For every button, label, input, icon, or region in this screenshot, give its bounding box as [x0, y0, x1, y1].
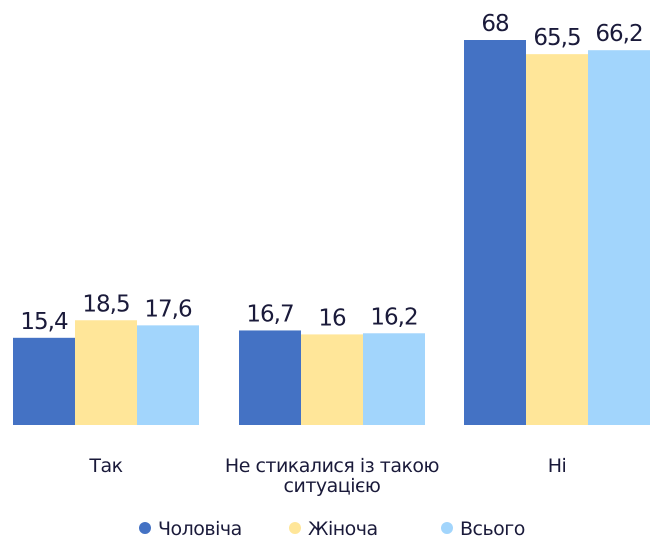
bar — [363, 333, 425, 425]
bar — [239, 330, 301, 425]
x-tick-label: Так — [89, 455, 123, 477]
value-label: 16,2 — [370, 304, 417, 330]
legend-label: Жіноча — [308, 518, 378, 538]
legend-marker — [289, 522, 301, 534]
bar — [526, 54, 588, 425]
bar — [137, 325, 199, 425]
x-tick-label: Ні — [547, 455, 567, 477]
bar — [301, 334, 363, 425]
bar — [13, 337, 75, 425]
bar — [464, 40, 526, 425]
legend-label: Чоловіча — [158, 518, 242, 538]
value-label: 15,4 — [20, 309, 68, 335]
bar — [75, 320, 137, 425]
x-tick-label: Не стикалися із такою ситуацією — [224, 455, 440, 497]
value-label: 68 — [481, 11, 509, 37]
bar — [588, 50, 650, 426]
value-label: 65,5 — [533, 25, 580, 51]
value-label: 17,6 — [144, 296, 192, 322]
legend-label: Всього — [460, 518, 525, 538]
legend-marker — [139, 522, 151, 534]
value-label: 18,5 — [82, 291, 129, 317]
value-label: 66,2 — [595, 21, 642, 47]
legend-marker — [441, 522, 453, 534]
value-label: 16 — [318, 305, 346, 331]
value-label: 16,7 — [246, 301, 293, 327]
